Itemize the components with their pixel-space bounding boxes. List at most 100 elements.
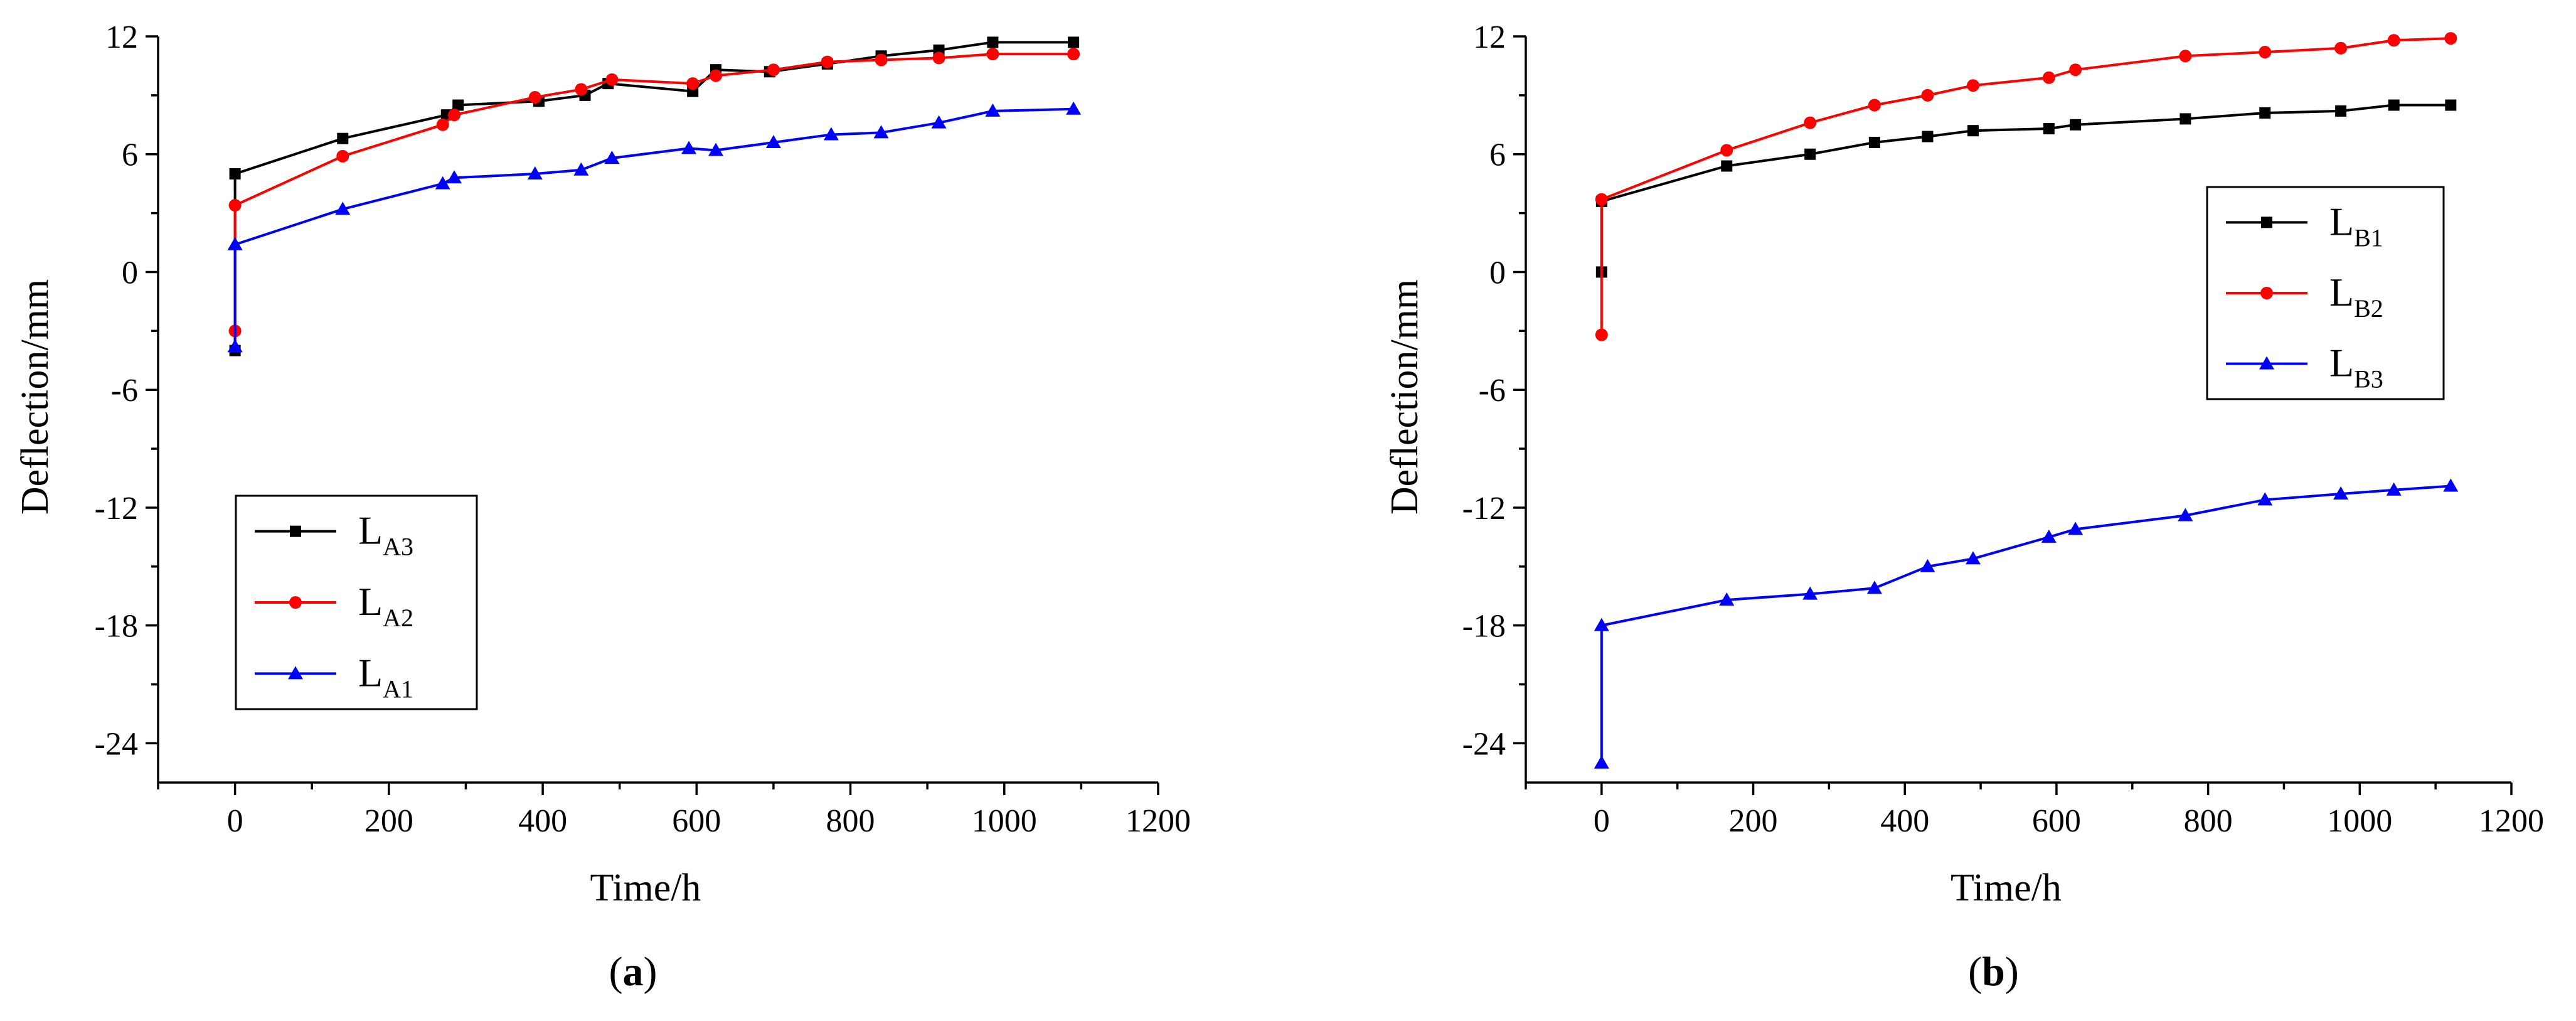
x-tick-label: 0: [1594, 803, 1610, 839]
data-point: [2445, 99, 2457, 111]
x-tick-label: 200: [365, 803, 413, 839]
data-point: [2178, 508, 2193, 521]
series-LA1: [227, 101, 1082, 353]
panel-label: (b): [1968, 949, 2019, 995]
data-point: [2333, 486, 2349, 500]
data-point: [1965, 551, 1981, 565]
y-tick-label: 12: [1473, 19, 1506, 55]
data-point: [1922, 131, 1934, 142]
data-point: [2069, 63, 2082, 77]
data-point: [1067, 48, 1080, 61]
x-axis-title: Time/h: [590, 867, 701, 909]
data-point: [1719, 592, 1735, 606]
x-tick-label: 1000: [972, 803, 1037, 839]
data-point: [2334, 41, 2348, 55]
data-point: [227, 339, 243, 353]
data-point: [765, 134, 781, 148]
y-tick-label: 12: [105, 19, 138, 55]
data-point: [823, 127, 839, 141]
chart-panel-a: 0 200 400 600 800 1000 1200 12 6 0 -6 -12 -18 -24 Time…: [14, 19, 1191, 995]
data-point: [527, 166, 543, 180]
data-point: [448, 109, 461, 122]
series-line: [1600, 484, 2451, 763]
data-point: [436, 118, 449, 131]
data-point: [1920, 559, 1935, 572]
legend-marker: [2261, 216, 2272, 228]
data-point: [336, 149, 349, 163]
data-point: [1721, 160, 1733, 172]
data-point: [337, 132, 349, 144]
data-point: [1802, 586, 1818, 600]
data-point: [2443, 478, 2459, 492]
data-point: [1068, 36, 1080, 48]
data-point: [2387, 34, 2400, 47]
data-point: [987, 36, 999, 48]
y-tick-label: -6: [1479, 373, 1506, 409]
x-tick-label: 600: [672, 803, 721, 839]
data-point: [1868, 136, 1880, 148]
series-line: [233, 53, 1074, 331]
data-point: [767, 63, 780, 77]
y-tick-label: -18: [95, 609, 138, 644]
x-tick-label: 800: [826, 803, 875, 839]
data-point: [1594, 617, 1609, 631]
data-point: [1866, 580, 1882, 594]
legend-marker: [2260, 287, 2273, 299]
data-point: [227, 237, 243, 250]
series-line: [233, 41, 1074, 351]
data-point: [1595, 193, 1608, 206]
x-tick-label: 1200: [1126, 803, 1191, 839]
y-tick-label: 0: [122, 255, 138, 291]
data-point: [2259, 107, 2271, 119]
data-point: [2070, 119, 2082, 131]
legend-item: LA2: [255, 579, 413, 632]
data-point: [605, 73, 619, 86]
y-tick-label: -6: [111, 373, 138, 409]
legend-label: LA2: [358, 579, 413, 632]
y-axis-title: Deflection/mm: [1383, 279, 1426, 515]
data-point: [573, 162, 589, 176]
data-point: [1868, 99, 1881, 112]
data-point: [708, 142, 723, 156]
data-point: [1966, 79, 1979, 92]
legend-label: LA3: [358, 508, 413, 561]
y-tick-label: 6: [122, 137, 138, 173]
data-point: [1066, 101, 1082, 115]
y-axis-title: Deflection/mm: [14, 279, 56, 515]
y-tick-label: 0: [1489, 255, 1506, 291]
legend-item: LB2: [2226, 270, 2383, 323]
x-tick-label: 0: [227, 803, 243, 839]
series-LB3: [1594, 478, 2459, 769]
x-tick-label: 1200: [2479, 803, 2544, 839]
data-point: [228, 199, 242, 212]
legend: LA3 LA2 LA1: [235, 494, 478, 710]
data-point: [2388, 99, 2400, 111]
data-point: [2335, 105, 2347, 117]
data-point: [1720, 144, 1733, 157]
data-point: [2259, 46, 2272, 59]
data-point: [2041, 529, 2057, 543]
data-point: [2386, 482, 2402, 496]
x-tick-label: 600: [2032, 803, 2081, 839]
y-tick-label: -12: [1462, 491, 1506, 527]
series-line: [233, 107, 1074, 347]
legend-item: LA1: [255, 650, 413, 703]
data-point: [2257, 492, 2273, 506]
legend-label: LA1: [358, 650, 413, 703]
series-LA2: [228, 48, 1080, 338]
x-tick-label: 400: [1880, 803, 1929, 839]
legend-label: LB1: [2329, 199, 2383, 252]
data-point: [447, 170, 462, 184]
data-point: [452, 99, 464, 111]
y-tick-label: -24: [95, 726, 138, 762]
data-point: [1804, 148, 1816, 160]
series-line: [1600, 104, 2451, 272]
x-tick-label: 1000: [2327, 803, 2392, 839]
data-point: [986, 48, 999, 61]
series-LA3: [229, 36, 1080, 356]
data-point: [604, 150, 620, 164]
legend-marker: [289, 596, 302, 609]
data-point: [821, 55, 834, 68]
x-axis-title: Time/h: [1951, 867, 2062, 909]
x-tick-label: 200: [1729, 803, 1778, 839]
